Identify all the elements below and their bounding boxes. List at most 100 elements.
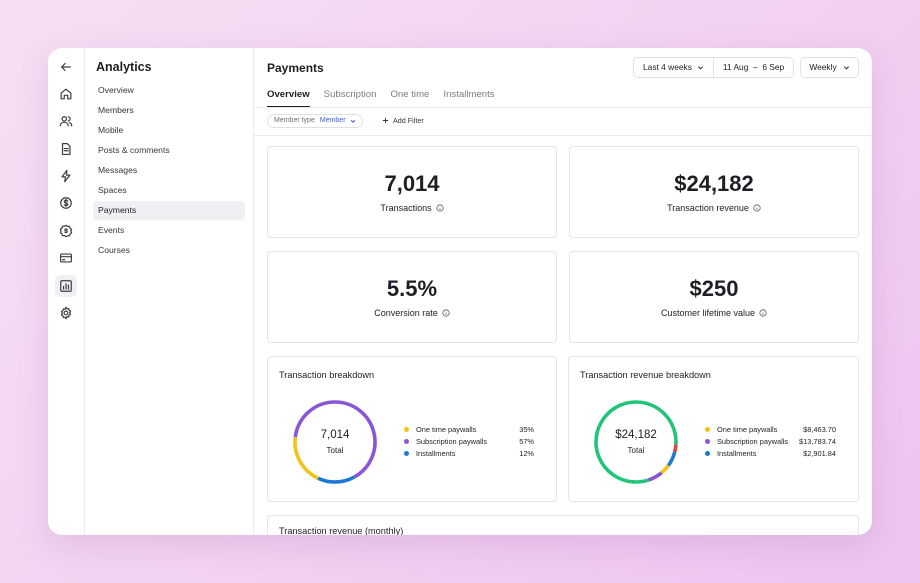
chevron-down-icon	[697, 66, 703, 70]
date-range-control: Last 4 weeks 11 Aug – 6 Sep	[633, 57, 795, 78]
sidebar-item-messages[interactable]: Messages	[98, 165, 138, 175]
card-icon	[59, 253, 73, 263]
add-filter-label: Add Filter	[393, 116, 424, 125]
stat-label: Conversion rate	[268, 308, 556, 318]
legend-row: One time paywalls 35%	[404, 423, 534, 435]
tab-overview[interactable]: Overview	[267, 89, 310, 107]
legend-row: Subscription paywalls $13,783.74	[705, 435, 836, 447]
filter-value: Member	[320, 115, 356, 127]
sidebar-item-overview[interactable]: Overview	[98, 85, 134, 95]
home-icon	[60, 88, 72, 100]
card-title: Transaction revenue (monthly)	[279, 526, 404, 535]
stat-label-text: Customer lifetime value	[660, 308, 756, 318]
breakdown-card-transactions: Transaction breakdown 7,014 Total One ti…	[267, 356, 557, 502]
plus-icon	[382, 117, 389, 124]
app-window: Analytics Overview Members Mobile Posts …	[48, 48, 872, 535]
donut-segment	[317, 475, 356, 484]
tab-installments[interactable]: Installments	[443, 89, 495, 100]
member-type-filter[interactable]: Member type Member	[267, 114, 363, 128]
legend-value: $2,901.84	[803, 448, 836, 458]
donut-segment	[293, 436, 319, 480]
tab-subscription[interactable]: Subscription	[323, 89, 377, 100]
donut-total-label: Total	[326, 446, 344, 455]
info-icon[interactable]	[435, 204, 444, 212]
info-icon[interactable]	[442, 309, 450, 317]
analytics-sidebar: Analytics Overview Members Mobile Posts …	[85, 48, 254, 535]
stat-label-text: Transaction revenue	[667, 203, 749, 213]
legend-dot	[705, 426, 710, 432]
legend-row: Installments $2,901.84	[705, 447, 836, 459]
donut-chart	[293, 400, 377, 484]
stat-label: Transactions	[268, 203, 556, 213]
members-icon	[59, 116, 73, 127]
card-title: Transaction breakdown	[279, 370, 375, 380]
sidebar-item-mobile[interactable]: Mobile	[98, 125, 124, 135]
back-button[interactable]	[55, 56, 77, 78]
legend-value: 57%	[519, 436, 534, 446]
legend-dot	[404, 426, 409, 432]
legend-dot	[404, 450, 409, 456]
interval-dropdown[interactable]: Weekly	[800, 57, 859, 78]
tabs-divider	[254, 107, 872, 108]
legend-row: Subscription paywalls 57%	[404, 435, 534, 447]
stat-card-transaction-revenue: $24,182 Transaction revenue	[569, 146, 859, 238]
stat-card-conversion-rate: 5.5% Conversion rate	[267, 251, 557, 343]
donut-chart	[594, 400, 678, 484]
info-icon[interactable]	[753, 204, 761, 212]
info-icon[interactable]	[759, 309, 767, 317]
stat-value: $250	[689, 276, 739, 301]
date-range-button[interactable]: 11 Aug – 6 Sep	[712, 58, 793, 77]
rail-home[interactable]	[55, 83, 77, 105]
donut-center: $24,182 Total	[591, 397, 681, 487]
donut-total-label: Total	[627, 446, 645, 455]
sidebar-item-spaces[interactable]: Spaces	[98, 185, 127, 195]
rail-paywalls[interactable]	[55, 220, 77, 242]
rail-analytics[interactable]	[55, 275, 77, 297]
tab-one-time[interactable]: One time	[390, 89, 430, 100]
bar-chart-icon	[60, 280, 72, 292]
legend-label: One time paywalls	[416, 424, 477, 434]
legend-row: Installments 12%	[404, 447, 534, 459]
range-label: Last 4 weeks	[643, 62, 692, 72]
legend-value: $13,783.74	[799, 436, 836, 446]
legend-label: Subscription paywalls	[416, 436, 488, 446]
stat-label: Customer lifetime value	[570, 308, 858, 318]
card-title: Transaction revenue breakdown	[580, 370, 711, 380]
rail-members[interactable]	[55, 110, 77, 132]
legend-value: $8,463.70	[803, 424, 836, 434]
badge-dollar-icon	[59, 224, 73, 238]
stat-value: 5.5%	[386, 276, 438, 301]
legend-row: One time paywalls $8,463.70	[705, 423, 836, 435]
sidebar-item-members[interactable]: Members	[98, 105, 134, 115]
legend-label: One time paywalls	[717, 424, 778, 434]
donut-segment	[594, 400, 649, 484]
icon-rail	[48, 48, 85, 535]
legend-label: Installments	[717, 448, 757, 458]
donut-total-value: $24,182	[615, 429, 657, 441]
donut-segment	[647, 471, 663, 482]
rail-settings[interactable]	[55, 302, 77, 324]
donut-segment	[635, 400, 678, 445]
add-filter-button[interactable]: Add Filter	[382, 116, 424, 125]
rail-billing[interactable]	[55, 247, 77, 269]
document-icon	[61, 142, 71, 156]
payments-tabs: Overview Subscription One time Installme…	[267, 89, 495, 107]
sidebar-item-posts-comments[interactable]: Posts & comments	[98, 145, 170, 155]
stat-label-text: Transactions	[380, 203, 432, 213]
legend-value: 12%	[519, 448, 534, 458]
legend-dot	[705, 438, 710, 444]
sidebar-item-events[interactable]: Events	[98, 225, 125, 235]
sidebar-item-courses[interactable]: Courses	[98, 245, 130, 255]
filter-value-label: Member	[319, 117, 346, 124]
rail-payments[interactable]	[55, 192, 77, 214]
stat-value: 7,014	[384, 171, 440, 196]
legend-value: 35%	[519, 424, 534, 434]
sidebar-item-payments[interactable]: Payments	[93, 201, 245, 220]
chevron-down-icon	[350, 119, 355, 123]
stat-card-transactions: 7,014 Transactions	[267, 146, 557, 238]
range-dropdown[interactable]: Last 4 weeks	[634, 58, 713, 77]
interval-label: Weekly	[809, 62, 837, 72]
legend-dot	[705, 450, 710, 456]
rail-workflows[interactable]	[55, 165, 77, 187]
rail-posts[interactable]	[55, 138, 77, 160]
